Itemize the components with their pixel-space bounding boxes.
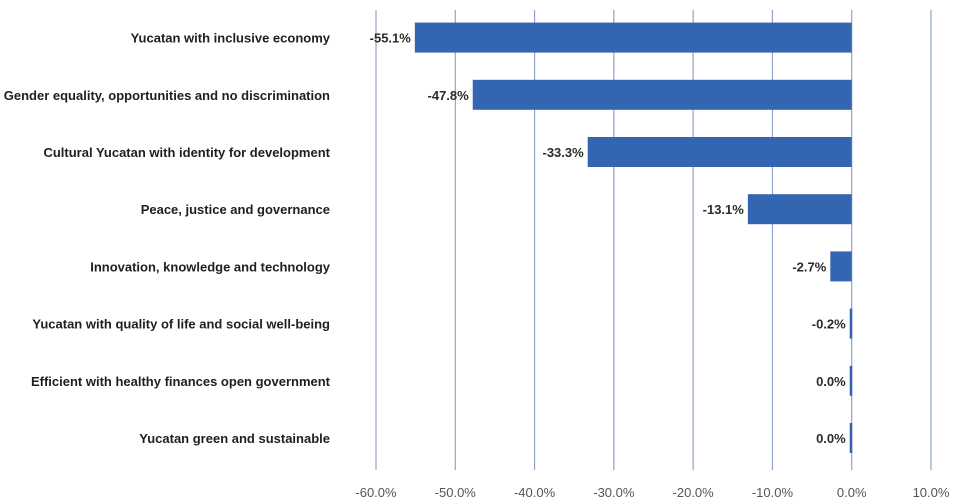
bar bbox=[830, 251, 852, 282]
data-label: -2.7% bbox=[792, 259, 826, 274]
x-tick-label: -50.0% bbox=[435, 485, 477, 500]
x-axis-tick-labels: -60.0% -50.0% -40.0% -30.0% -20.0% -10.0% 0.0%… bbox=[355, 485, 949, 500]
data-label: 0.0% bbox=[816, 431, 846, 446]
data-label: -0.2% bbox=[812, 317, 846, 332]
data-label: -33.3% bbox=[542, 145, 584, 160]
x-tick-label: -60.0% bbox=[355, 485, 397, 500]
data-label: -55.1% bbox=[370, 31, 412, 46]
category-label: Innovation, knowledge and technology bbox=[90, 259, 331, 274]
bar bbox=[849, 365, 853, 396]
category-label: Peace, justice and governance bbox=[141, 202, 330, 217]
category-labels: Yucatan with inclusive economy Gender equ… bbox=[4, 31, 331, 446]
category-label: Yucatan green and sustainable bbox=[139, 431, 330, 446]
category-label: Efficient with healthy finances open gov… bbox=[31, 374, 331, 389]
data-label: -47.8% bbox=[428, 88, 470, 103]
x-tick-label: -10.0% bbox=[752, 485, 794, 500]
bar bbox=[414, 22, 852, 53]
bar bbox=[472, 79, 852, 110]
x-tick-label: 0.0% bbox=[837, 485, 867, 500]
bar bbox=[849, 308, 853, 339]
data-label: 0.0% bbox=[816, 374, 846, 389]
category-label: Yucatan with inclusive economy bbox=[131, 31, 331, 46]
x-tick-label: 10.0% bbox=[913, 485, 950, 500]
category-label: Yucatan with quality of life and social … bbox=[32, 317, 330, 332]
data-label: -13.1% bbox=[703, 202, 745, 217]
bars bbox=[414, 22, 853, 453]
category-label: Gender equality, opportunities and no di… bbox=[4, 88, 330, 103]
bar bbox=[747, 194, 852, 225]
x-tick-label: -20.0% bbox=[673, 485, 715, 500]
bar bbox=[849, 423, 853, 453]
data-labels: -55.1% -47.8% -33.3% -13.1% -2.7% -0.2% 0.0% 0.… bbox=[370, 31, 846, 446]
x-tick-label: -40.0% bbox=[514, 485, 556, 500]
gridlines bbox=[375, 10, 932, 470]
category-label: Cultural Yucatan with identity for devel… bbox=[43, 145, 330, 160]
x-tick-label: -30.0% bbox=[593, 485, 635, 500]
bar bbox=[587, 137, 852, 167]
